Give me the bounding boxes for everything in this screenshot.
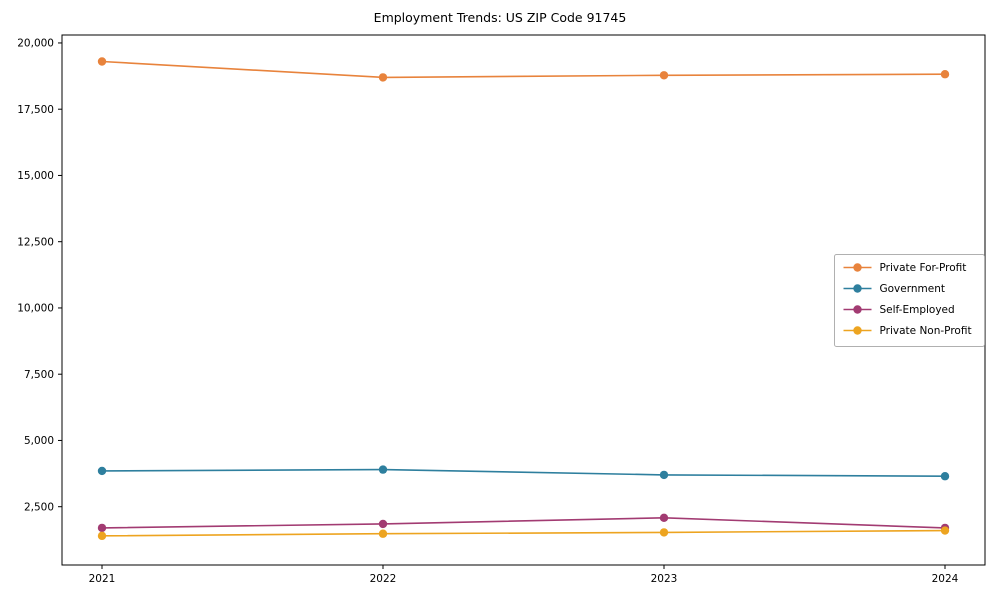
data-point-marker <box>659 528 669 537</box>
legend-label: Government <box>880 283 945 295</box>
data-point-marker <box>97 466 107 476</box>
legend-item: Private For-Profit <box>843 262 967 274</box>
chart-title: Employment Trends: US ZIP Code 91745 <box>373 10 627 25</box>
series-line <box>101 517 946 529</box>
y-tick-label: 12,500 <box>17 236 54 248</box>
legend-box <box>834 254 985 347</box>
legend-item: Self-Employed <box>843 304 955 316</box>
y-tick-label: 10,000 <box>17 303 54 315</box>
x-tick-label: 2024 <box>932 573 959 585</box>
series-private-non-profit <box>97 526 950 541</box>
data-point-marker <box>940 70 950 79</box>
legend-marker <box>853 263 862 272</box>
series-government <box>97 465 950 481</box>
x-tick-label: 2021 <box>89 573 116 585</box>
legend-label: Private Non-Profit <box>880 325 972 337</box>
series-private-for-profit <box>97 57 950 82</box>
legend-item: Government <box>843 283 945 295</box>
legend-label: Private For-Profit <box>880 262 967 274</box>
data-point-marker <box>378 73 388 82</box>
y-tick-label: 15,000 <box>17 170 54 182</box>
legend-marker <box>853 284 862 293</box>
series-line <box>101 60 946 79</box>
y-tick-label: 7,500 <box>24 369 54 381</box>
data-point-marker <box>659 71 669 80</box>
y-tick-label: 5,000 <box>24 435 54 447</box>
y-axis: 2,500 5,000 7,500 10,000 12,500 15,000 17,500 2… <box>17 38 62 513</box>
data-point-marker <box>659 513 669 523</box>
series-line <box>101 468 946 478</box>
series-self-employed <box>97 513 950 533</box>
y-tick-label: 20,000 <box>17 38 54 50</box>
legend-item: Private Non-Profit <box>843 325 972 337</box>
legend-marker <box>853 305 862 314</box>
data-point-marker <box>378 529 388 538</box>
data-point-marker <box>378 465 388 474</box>
data-point-marker <box>940 472 950 481</box>
series-line <box>101 529 946 537</box>
x-axis: 2021 2022 2023 2024 <box>89 565 959 585</box>
data-point-marker <box>940 526 950 535</box>
x-tick-label: 2022 <box>370 573 397 585</box>
legend-marker <box>853 326 862 335</box>
data-point-marker <box>97 57 107 66</box>
data-point-marker <box>97 531 107 541</box>
y-tick-label: 2,500 <box>24 501 54 513</box>
y-tick-label: 17,500 <box>17 104 54 116</box>
data-point-marker <box>97 523 107 533</box>
legend-label: Self-Employed <box>880 304 955 316</box>
legend: Private For-Profit Government Self-Employe… <box>834 254 985 347</box>
x-tick-label: 2023 <box>651 573 678 585</box>
data-point-marker <box>659 470 669 480</box>
data-point-marker <box>378 519 388 529</box>
